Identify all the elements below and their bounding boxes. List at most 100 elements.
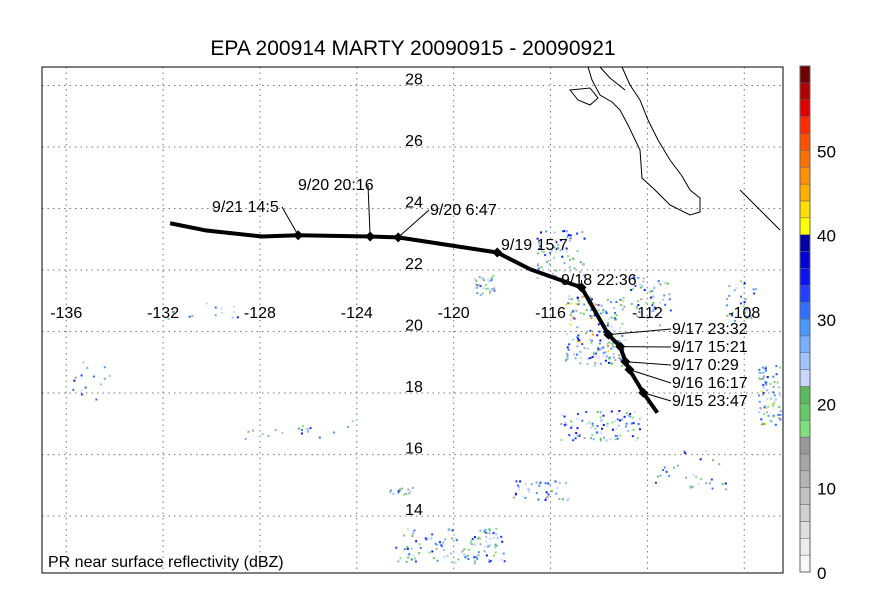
- colorbar-segment: [799, 82, 811, 100]
- reflectivity-pixel: [577, 334, 580, 337]
- lon-tick-label: -108: [728, 305, 760, 322]
- reflectivity-pixel: [653, 286, 656, 289]
- reflectivity-pixel: [554, 480, 557, 483]
- reflectivity-pixel: [581, 419, 584, 422]
- reflectivity-pixel: [172, 311, 175, 314]
- reflectivity-pixel: [451, 537, 454, 540]
- lon-tick-label: -116: [535, 305, 566, 322]
- colorbar-segment: [799, 150, 811, 168]
- reflectivity-pixel: [549, 251, 552, 254]
- reflectivity-pixel: [550, 490, 553, 493]
- reflectivity-pixel: [743, 282, 746, 285]
- reflectivity-pixel: [554, 250, 557, 253]
- colorbar-tick-label: 30: [817, 311, 836, 330]
- reflectivity-pixel: [629, 415, 632, 418]
- reflectivity-pixel: [405, 492, 408, 495]
- lat-tick-label: 22: [405, 256, 423, 273]
- reflectivity-pixel: [435, 543, 438, 546]
- reflectivity-pixel: [493, 287, 496, 290]
- reflectivity-pixel: [205, 302, 208, 305]
- reflectivity-pixel: [770, 420, 773, 423]
- reflectivity-pixel: [576, 232, 579, 235]
- reflectivity-pixel: [708, 482, 711, 485]
- reflectivity-pixel: [537, 267, 540, 270]
- colorbar-frame: [799, 65, 811, 573]
- overpass-label: 9/16 16:17: [672, 375, 748, 392]
- colorbar-segment: [799, 487, 811, 505]
- reflectivity-pixel: [448, 528, 451, 531]
- reflectivity-pixel: [606, 342, 609, 345]
- reflectivity-pixel: [490, 288, 493, 291]
- overpass-leader-line: [643, 392, 672, 402]
- reflectivity-pixel: [731, 314, 734, 317]
- reflectivity-pixel: [599, 437, 602, 440]
- reflectivity-pixel: [449, 552, 452, 555]
- reflectivity-pixel: [624, 425, 627, 428]
- reflectivity-pixel: [191, 315, 194, 318]
- reflectivity-pixel: [583, 347, 586, 350]
- reflectivity-pixel: [721, 483, 724, 486]
- reflectivity-pixel: [488, 291, 491, 294]
- reflectivity-pixel: [464, 556, 467, 559]
- reflectivity-pixel: [583, 303, 586, 306]
- reflectivity-pixel: [668, 298, 671, 301]
- reflectivity-pixel: [568, 433, 571, 436]
- reflectivity-pixel: [495, 527, 498, 530]
- baja-coastline: [569, 66, 781, 231]
- lon-tick-label: -136: [50, 305, 82, 322]
- reflectivity-pixel: [750, 317, 753, 320]
- reflectivity-pixel: [566, 358, 569, 361]
- reflectivity-pixel: [704, 450, 707, 453]
- reflectivity-pixel: [773, 424, 776, 427]
- reflectivity-pixel: [766, 397, 769, 400]
- reflectivity-pixel: [441, 545, 444, 548]
- reflectivity-pixel: [642, 280, 645, 283]
- reflectivity-pixel: [405, 560, 408, 563]
- reflectivity-pixel: [598, 342, 601, 345]
- reflectivity-pixel: [566, 346, 569, 349]
- reflectivity-pixel: [444, 538, 447, 541]
- reflectivity-pixel: [536, 252, 539, 255]
- reflectivity-pixel: [430, 537, 433, 540]
- reflectivity-pixel: [656, 313, 659, 316]
- reflectivity-pixel: [568, 298, 571, 301]
- reflectivity-pixel: [454, 562, 457, 565]
- colorbar-segment: [799, 301, 811, 320]
- overpass-label: 9/15 23:47: [672, 393, 748, 410]
- reflectivity-pixel: [535, 481, 538, 484]
- reflectivity-pixel: [488, 532, 491, 535]
- reflectivity-pixel: [612, 329, 615, 332]
- reflectivity-pixel: [772, 385, 775, 388]
- map-title: EPA 200914 MARTY 20090915 - 20090921: [210, 37, 615, 60]
- reflectivity-pixel: [267, 435, 270, 438]
- reflectivity-pixel: [407, 488, 410, 491]
- reflectivity-pixel: [613, 306, 616, 309]
- reflectivity-pixel: [602, 423, 605, 426]
- reflectivity-pixel: [485, 287, 488, 290]
- reflectivity-pixel: [581, 231, 584, 234]
- axis-labels: -136 -132 -128 -124 -120 -116 -112 -108 28 26 24 22…: [50, 71, 760, 519]
- overpass-leader-line: [281, 206, 299, 236]
- reflectivity-pixel: [697, 483, 700, 486]
- reflectivity-pixel: [652, 295, 655, 298]
- reflectivity-pixel: [537, 263, 540, 266]
- reflectivity-pixel: [637, 300, 640, 303]
- reflectivity-pixel: [601, 427, 604, 430]
- reflectivity-pixel: [453, 533, 456, 536]
- reflectivity-pixel: [302, 425, 305, 428]
- reflectivity-pixel: [638, 311, 641, 314]
- lat-tick-label: 20: [405, 318, 423, 335]
- reflectivity-pixel: [762, 386, 765, 389]
- reflectivity-pixel: [392, 492, 395, 495]
- reflectivity-pixel: [546, 496, 549, 499]
- reflectivity-pixel: [436, 559, 439, 562]
- reflectivity-pixel: [80, 389, 83, 392]
- reflectivity-pixel: [406, 528, 409, 531]
- reflectivity-pixel: [684, 452, 687, 455]
- reflectivity-pixel: [773, 400, 776, 403]
- reflectivity-pixel: [637, 423, 640, 426]
- reflectivity-pixel: [188, 315, 191, 318]
- reflectivity-pixel: [762, 422, 765, 425]
- reflectivity-pixel: [712, 459, 715, 462]
- reflectivity-pixel: [92, 375, 95, 378]
